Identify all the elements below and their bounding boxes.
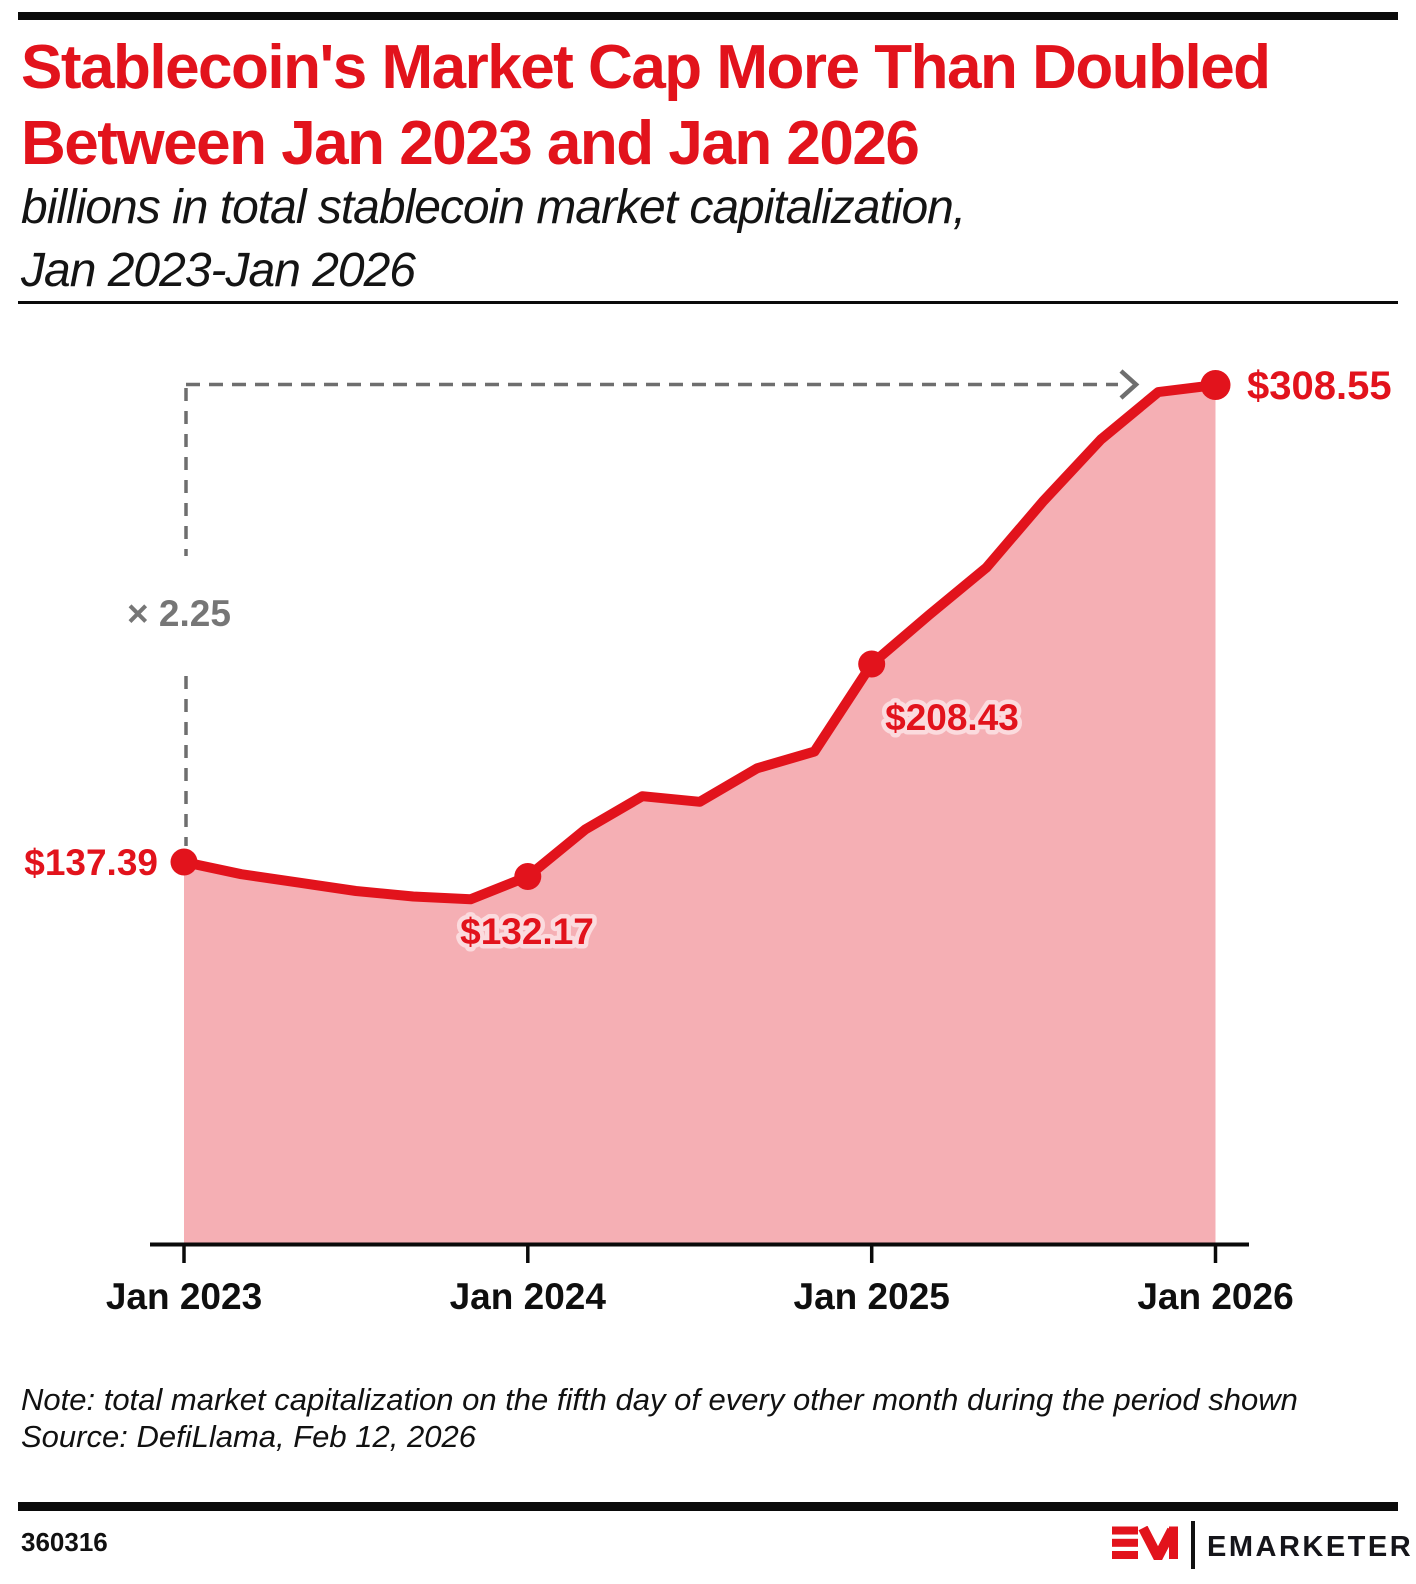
chart-title-line2: Between Jan 2023 and Jan 2026 [21, 109, 920, 178]
footer-divider [18, 1502, 1398, 1511]
trend-line [179, 380, 1221, 905]
header-divider [18, 301, 1398, 304]
chart-subtitle: billions in total stablecoin market capi… [21, 176, 1411, 302]
data-point-dot [1200, 370, 1231, 400]
value-label-jan2026: $308.55 [1247, 364, 1392, 408]
brand-wordmark: EMARKETER [1207, 1531, 1414, 1563]
chart-subtitle-line2: Jan 2023-Jan 2026 [21, 244, 416, 297]
data-point-dot [170, 848, 198, 876]
chart-title-line1: Stablecoin's Market Cap More Than Double… [21, 33, 1271, 102]
source-text: Source: DefiLlama, Feb 12, 2026 [21, 1419, 476, 1454]
highlight-dots [170, 370, 1231, 890]
annotation-arrow-icon [1119, 369, 1140, 400]
data-point-dot [858, 650, 886, 678]
em-logo-mark-icon [1112, 1526, 1178, 1560]
note-text: Note: total market capitalization on the… [21, 1382, 1298, 1417]
value-label-jan2024: $132.17 [460, 911, 594, 952]
footnote-block: Note: total market capitalization on the… [21, 1381, 1333, 1455]
x-axis-label-jan-2025: Jan 2025 [794, 1276, 950, 1317]
growth-annotation [184, 369, 1140, 846]
chart-subtitle-line1: billions in total stablecoin market capi… [21, 181, 966, 234]
growth-multiplier-label: × 2.25 [127, 593, 231, 634]
value-label-jan2025: $208.43 [885, 697, 1019, 738]
x-axis-labels: Jan 2023 Jan 2024 Jan 2025 Jan 2026 [106, 1276, 1294, 1317]
x-axis-label-jan-2023: Jan 2023 [106, 1276, 262, 1317]
x-axis-label-jan-2024: Jan 2024 [450, 1276, 607, 1317]
x-axis-ticks [182, 1246, 1218, 1263]
area-fill [184, 385, 1216, 1244]
value-label-jan2023: $137.39 [24, 842, 158, 883]
chart-title: Stablecoin's Market Cap More Than Double… [21, 30, 1411, 182]
x-axis-label-jan-2026: Jan 2026 [1137, 1276, 1293, 1317]
chart-id: 360316 [21, 1527, 108, 1557]
top-accent-bar [18, 12, 1398, 20]
logo-separator [1191, 1521, 1195, 1569]
data-point-dot [514, 863, 542, 890]
